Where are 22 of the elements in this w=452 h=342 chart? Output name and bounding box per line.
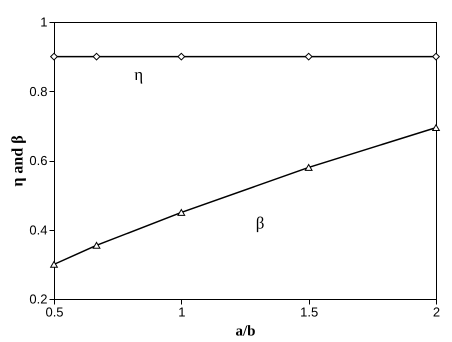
- x-tick-label: 0.5: [45, 304, 64, 320]
- x-tick-label: 2: [432, 304, 440, 320]
- point: [432, 52, 440, 60]
- point: [432, 124, 440, 132]
- y-tick-label: 0.2: [29, 292, 48, 306]
- x-axis-title: a/b: [235, 324, 256, 340]
- point: [177, 52, 186, 60]
- annotation: η: [134, 65, 144, 84]
- x-tick-label: 1.5: [300, 304, 318, 320]
- y-tick-label: 0.4: [29, 222, 48, 238]
- point: [92, 52, 100, 60]
- y-tick-label: 0.8: [29, 84, 48, 99]
- point: [92, 242, 100, 249]
- y-tick-label: 1: [40, 14, 48, 30]
- y-axis-title: η and β: [9, 135, 26, 187]
- point: [177, 209, 186, 216]
- point: [304, 164, 313, 171]
- point: [304, 52, 313, 60]
- annotation: β: [256, 214, 264, 233]
- y-tick-label: 0.6: [29, 153, 48, 168]
- point: [50, 52, 58, 60]
- x-tick-label: 1: [178, 304, 186, 320]
